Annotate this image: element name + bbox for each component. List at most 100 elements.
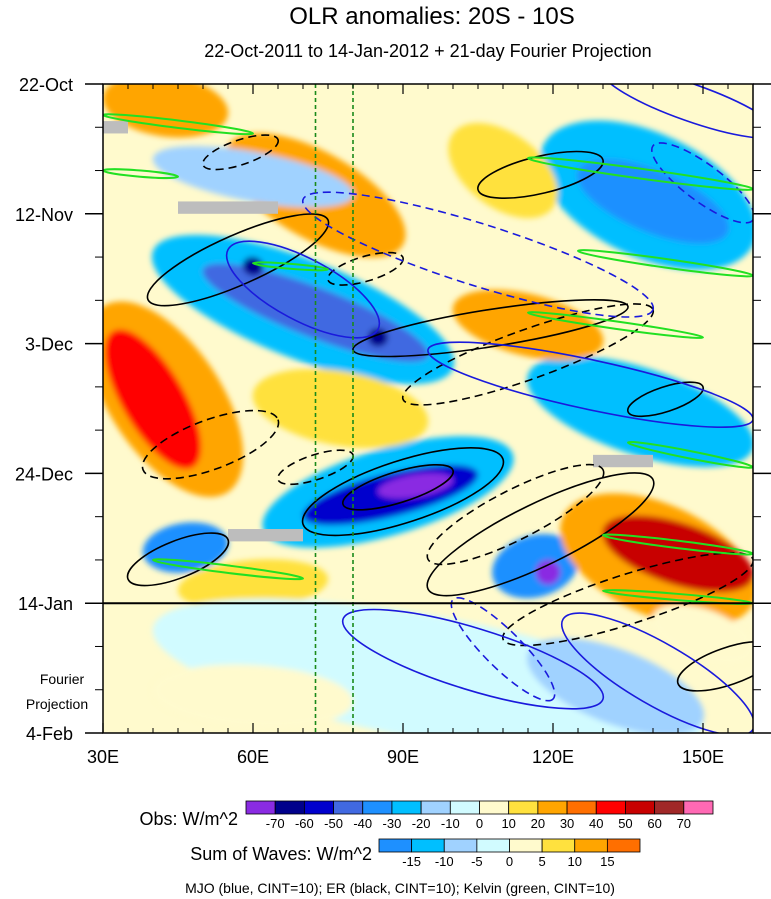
colorbar-box <box>625 800 656 815</box>
colorbar-tick-label: 20 <box>531 816 545 831</box>
anomaly-blob <box>152 146 354 208</box>
er-contour <box>342 463 454 511</box>
x-tick-label: 90E <box>387 747 419 767</box>
er-contour <box>201 134 280 171</box>
er-contour <box>327 251 404 286</box>
er-contour <box>301 447 505 537</box>
projection-label-2: Projection <box>26 696 88 712</box>
colorbar-box <box>595 800 626 815</box>
er-contour <box>141 409 280 480</box>
chart-subtitle: 22-Oct-2011 to 14-Jan-2012 + 21-day Four… <box>204 41 651 61</box>
colorbar-box <box>606 838 641 853</box>
x-tick-label: 150E <box>682 747 724 767</box>
kelvin-contour <box>526 311 705 339</box>
colorbar-tick-label: 15 <box>600 854 614 869</box>
y-tick-label: 14-Jan <box>18 594 73 614</box>
anomaly-blob <box>602 515 753 593</box>
y-tick-label: 3-Dec <box>25 335 73 355</box>
colorbar-box <box>509 838 543 853</box>
colorbar-box <box>508 800 539 815</box>
colorbar-box <box>333 800 364 815</box>
missing-data-box <box>178 201 278 214</box>
colorbar-box <box>449 800 480 815</box>
y-tick-label: 4-Feb <box>26 724 73 744</box>
colorbar-box <box>537 800 568 815</box>
er-contour <box>676 640 753 692</box>
obs-field <box>103 84 753 733</box>
colorbar-tick-label: -70 <box>266 816 285 831</box>
mjo-contour <box>601 84 753 139</box>
colorbar-box <box>574 838 608 853</box>
colorbar-tick-label: 70 <box>677 816 691 831</box>
colorbar-box <box>476 838 510 853</box>
colorbar-tick-label: -5 <box>471 854 483 869</box>
colorbar-tick-label: -20 <box>412 816 431 831</box>
kelvin-contour <box>103 168 180 179</box>
er-contour <box>352 299 629 358</box>
projection-label-1: Fourier <box>40 671 85 687</box>
colorbar-tick-label: 30 <box>560 816 574 831</box>
colorbar-tick-label: 0 <box>476 816 483 831</box>
x-tick-label: 60E <box>237 747 269 767</box>
x-tick-label: 30E <box>87 747 119 767</box>
colorbar-box <box>443 838 478 853</box>
colorbar-tick-label: 50 <box>618 816 632 831</box>
mjo-contour <box>341 608 605 710</box>
mjo-contour <box>301 191 655 318</box>
anomaly-blob <box>535 559 561 585</box>
er-contour <box>277 449 354 486</box>
colorbar-box <box>245 800 276 815</box>
colorbar-tick-label: -50 <box>324 816 343 831</box>
er-contour <box>146 213 330 307</box>
colorbar-box <box>541 838 576 853</box>
missing-data-box <box>103 121 128 134</box>
anomaly-blob <box>104 329 202 470</box>
y-tick-label: 12-Nov <box>15 205 73 225</box>
obs-colorbar-label: Obs: W/m^2 <box>140 809 238 829</box>
colorbar-tick-label: -10 <box>435 854 454 869</box>
missing-data-box <box>228 529 303 542</box>
colorbar-box <box>420 800 451 815</box>
colorbar-tick-label: 5 <box>539 854 546 869</box>
colorbar-box <box>654 800 685 815</box>
kelvin-contour <box>151 558 305 581</box>
colorbar-tick-label: 10 <box>501 816 515 831</box>
colorbar-box <box>411 838 445 853</box>
anomaly-blob <box>252 368 429 449</box>
anomaly-blob <box>448 122 558 219</box>
kelvin-contour <box>251 261 330 272</box>
x-tick-label: 120E <box>532 747 574 767</box>
colorbar-tick-label: -10 <box>441 816 460 831</box>
anomaly-blob <box>492 533 579 599</box>
colorbar-tick-label: -15 <box>402 854 421 869</box>
kelvin-contour <box>576 249 753 278</box>
colorbar-box <box>362 800 393 815</box>
waves-colorbar-label: Sum of Waves: W/m^2 <box>190 844 372 864</box>
colorbar-tick-label: 40 <box>589 816 603 831</box>
colorbar-box <box>566 800 597 815</box>
anomaly-blob <box>652 604 753 664</box>
colorbar-box <box>479 800 510 815</box>
colorbar-box <box>391 800 422 815</box>
er-contour <box>627 381 704 418</box>
footnote: MJO (blue, CINT=10); ER (black, CINT=10)… <box>185 880 615 896</box>
colorbar-box <box>274 800 305 815</box>
mjo-contour <box>560 612 753 733</box>
colorbar-tick-label: 0 <box>506 854 513 869</box>
colorbar-box <box>303 800 334 815</box>
anomaly-blob <box>152 598 704 733</box>
colorbar-box <box>378 838 413 853</box>
chart-title: OLR anomalies: 20S - 10S <box>289 3 574 30</box>
er-contour <box>426 463 605 566</box>
reference-lines <box>314 84 354 733</box>
colorbar-box <box>683 800 714 815</box>
anomaly-blob <box>377 473 454 499</box>
y-tick-label: 24-Dec <box>15 464 73 484</box>
anomaly-blob <box>152 664 354 728</box>
colorbar-tick-label: 60 <box>647 816 661 831</box>
missing-data <box>103 121 653 542</box>
axes: 30E 60E 90E 120E 150E 22-Oct 12-Nov 3-Dec 24-Dec… <box>15 75 771 767</box>
obs-colorbar: -70 -60 -50 -40 -30 -20 -10 0 10 20 30 40 50 60 70 <box>245 800 714 831</box>
